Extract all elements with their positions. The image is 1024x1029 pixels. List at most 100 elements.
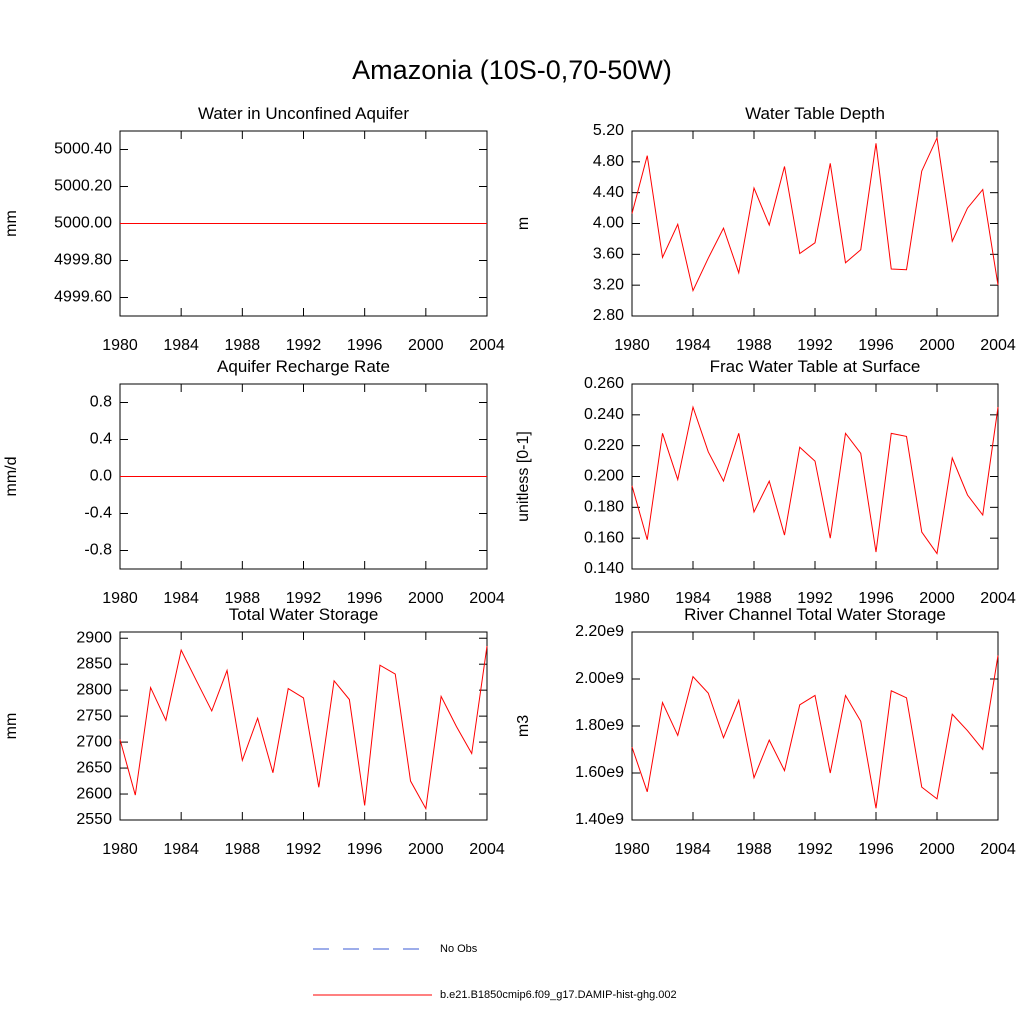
y-tick-label: 2850 xyxy=(76,655,112,672)
y-tick-label: 1.80e9 xyxy=(575,717,624,734)
data-line xyxy=(631,655,999,809)
data-line xyxy=(631,405,999,555)
x-tick-label: 1992 xyxy=(797,337,833,354)
x-tick-label: 1980 xyxy=(102,590,138,607)
y-tick-label: 3.20 xyxy=(593,276,624,293)
plot-frame xyxy=(631,383,999,570)
y-tick-label: 4.80 xyxy=(593,153,624,170)
panel-title: Water Table Depth xyxy=(745,104,885,123)
y-axis-label: mm xyxy=(3,713,20,740)
x-tick-label: 1984 xyxy=(163,590,199,607)
y-tick-label: 0.180 xyxy=(584,499,624,516)
y-tick-label: 0.220 xyxy=(584,437,624,454)
x-tick-label: 2000 xyxy=(408,590,444,607)
plot-frame xyxy=(119,631,488,821)
x-tick-label: 1996 xyxy=(858,590,894,607)
x-tick-label: 1996 xyxy=(858,337,894,354)
x-tick-label: 1988 xyxy=(225,590,261,607)
y-tick-label: 4999.80 xyxy=(54,252,112,269)
y-tick-label: 2.20e9 xyxy=(575,623,624,640)
x-tick-label: 1992 xyxy=(286,337,322,354)
x-tick-label: 1980 xyxy=(102,841,138,858)
y-tick-label: 2900 xyxy=(76,629,112,646)
panel-title: Water in Unconfined Aquifer xyxy=(198,104,409,123)
plot-frame xyxy=(631,631,999,821)
y-tick-label: -0.4 xyxy=(84,505,112,522)
y-tick-label: 2550 xyxy=(76,811,112,828)
y-tick-label: -0.8 xyxy=(84,542,112,559)
x-tick-label: 1980 xyxy=(614,841,650,858)
y-tick-label: 0.200 xyxy=(584,468,624,485)
figure-title: Amazonia (10S-0,70-50W) xyxy=(352,55,672,85)
x-tick-label: 1988 xyxy=(736,841,772,858)
y-tick-label: 2650 xyxy=(76,759,112,776)
data-line xyxy=(119,645,488,811)
y-tick-label: 0.0 xyxy=(90,468,112,485)
legend-label: No Obs xyxy=(440,943,478,955)
x-tick-label: 1988 xyxy=(225,337,261,354)
y-tick-label: 2.00e9 xyxy=(575,670,624,687)
y-tick-label: 5.20 xyxy=(593,122,624,139)
y-tick-label: 0.4 xyxy=(90,431,112,448)
panel-title: Frac Water Table at Surface xyxy=(710,357,921,376)
x-tick-label: 1996 xyxy=(347,590,383,607)
y-tick-label: 0.260 xyxy=(584,375,624,392)
y-tick-label: 5000.00 xyxy=(54,215,112,232)
x-tick-label: 1984 xyxy=(675,841,711,858)
x-tick-label: 1992 xyxy=(286,590,322,607)
x-tick-label: 1980 xyxy=(614,337,650,354)
x-tick-label: 2004 xyxy=(980,841,1016,858)
y-tick-label: 0.240 xyxy=(584,406,624,423)
x-tick-label: 2000 xyxy=(408,337,444,354)
x-tick-label: 1984 xyxy=(163,841,199,858)
legend-label: b.e21.B1850cmip6.f09_g17.DAMIP-hist-ghg.… xyxy=(440,989,677,1001)
y-tick-label: 2800 xyxy=(76,681,112,698)
x-tick-label: 1980 xyxy=(614,590,650,607)
x-tick-label: 2004 xyxy=(469,841,505,858)
x-tick-label: 1988 xyxy=(225,841,261,858)
y-tick-label: 4.40 xyxy=(593,184,624,201)
x-tick-label: 2004 xyxy=(469,590,505,607)
x-tick-label: 1988 xyxy=(736,590,772,607)
x-tick-label: 2000 xyxy=(919,590,955,607)
x-tick-label: 2000 xyxy=(408,841,444,858)
x-tick-label: 2004 xyxy=(980,337,1016,354)
panel-title: Aquifer Recharge Rate xyxy=(217,357,390,376)
x-tick-label: 1988 xyxy=(736,337,772,354)
y-tick-label: 5000.20 xyxy=(54,178,112,195)
y-tick-label: 4.00 xyxy=(593,215,624,232)
x-tick-label: 1984 xyxy=(163,337,199,354)
plot-frame xyxy=(631,130,999,317)
y-tick-label: 2.80 xyxy=(593,307,624,324)
panel-title: Total Water Storage xyxy=(229,605,379,624)
x-tick-label: 1980 xyxy=(102,337,138,354)
y-axis-label: mm/d xyxy=(3,457,20,497)
x-tick-label: 1996 xyxy=(858,841,894,858)
x-tick-label: 1984 xyxy=(675,337,711,354)
y-tick-label: 1.40e9 xyxy=(575,811,624,828)
x-tick-label: 1996 xyxy=(347,337,383,354)
y-tick-label: 0.160 xyxy=(584,529,624,546)
x-tick-label: 1992 xyxy=(797,841,833,858)
y-tick-label: 2700 xyxy=(76,733,112,750)
x-tick-label: 1996 xyxy=(347,841,383,858)
x-tick-label: 1992 xyxy=(286,841,322,858)
y-tick-label: 1.60e9 xyxy=(575,764,624,781)
x-tick-label: 2004 xyxy=(469,337,505,354)
data-line xyxy=(631,136,999,293)
x-tick-label: 1984 xyxy=(675,590,711,607)
y-tick-label: 2750 xyxy=(76,707,112,724)
y-tick-label: 4999.60 xyxy=(54,289,112,306)
y-tick-label: 0.8 xyxy=(90,394,112,411)
y-tick-label: 0.140 xyxy=(584,560,624,577)
y-tick-label: 3.60 xyxy=(593,246,624,263)
y-axis-label: m xyxy=(515,217,532,230)
x-tick-label: 2000 xyxy=(919,841,955,858)
y-axis-label: m3 xyxy=(515,715,532,737)
y-tick-label: 2600 xyxy=(76,785,112,802)
y-tick-label: 5000.40 xyxy=(54,141,112,158)
x-tick-label: 2004 xyxy=(980,590,1016,607)
panel-title: River Channel Total Water Storage xyxy=(684,605,946,624)
x-tick-label: 2000 xyxy=(919,337,955,354)
